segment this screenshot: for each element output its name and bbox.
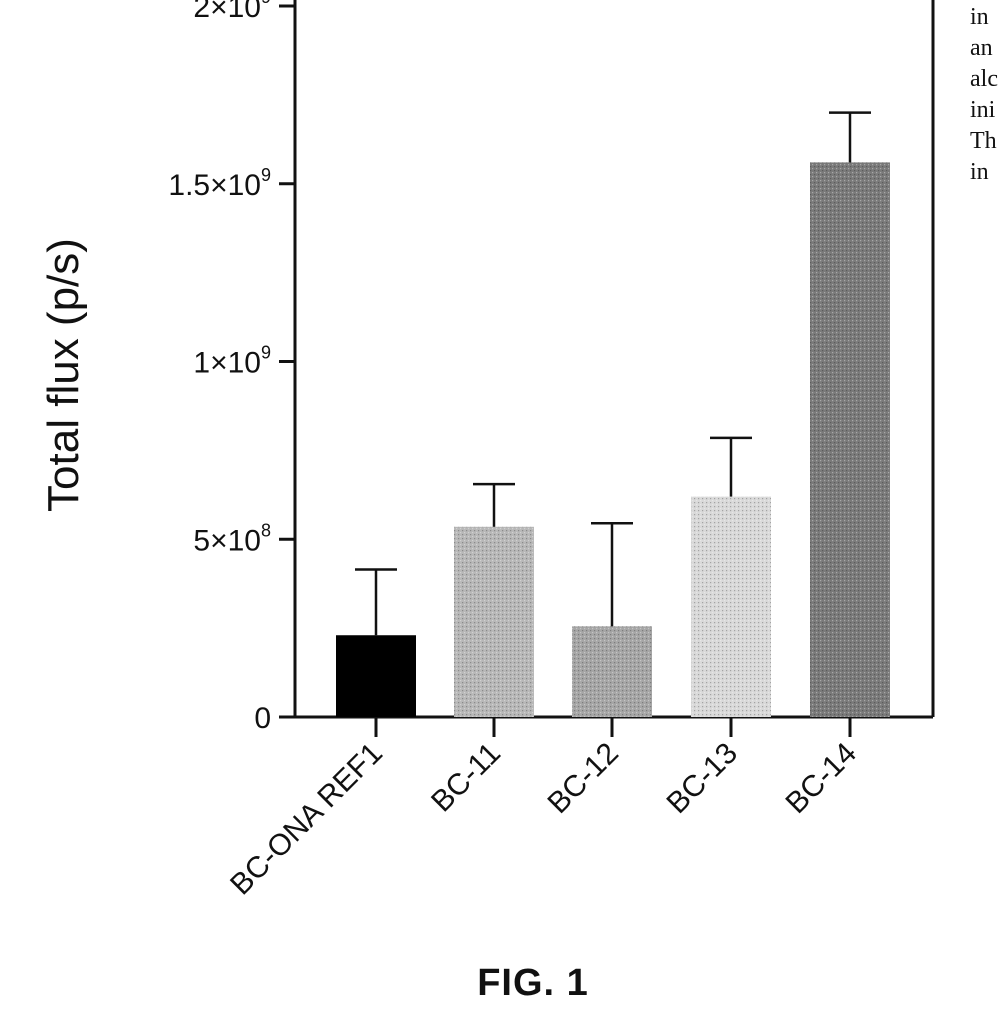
y-tick-label-0: 0 [254,702,271,735]
x-category-label-3: BC-12 [541,737,624,820]
side-text-line: alc [970,66,998,92]
side-text-line: an [970,35,993,61]
x-axis-ticks: BC-ONA REF1 BC-11 BC-12 BC-13 BC-14 [224,717,863,901]
y-tick-exponent-4: 9 [261,0,271,7]
side-text-line: ini [970,97,996,123]
x-category-label-5: BC-14 [779,737,862,820]
bar-texture-4 [691,496,771,717]
side-text-line: Th [970,128,997,154]
figure-caption: FIG. 1 [477,962,589,1004]
y-axis-ticks: 0 5×108 1×109 1.5×109 2×109 [168,0,295,735]
bar-1 [336,635,416,717]
bar-texture-5 [810,162,890,718]
x-category-label-4: BC-13 [660,737,743,820]
y-tick-label-3: 1.5×109 [168,165,271,202]
side-text-fragment: in an alc ini Th in [970,2,1003,188]
y-axis-title: Total flux (p/s) [39,238,88,512]
side-text-line: in [970,159,989,185]
y-tick-exponent-3: 9 [261,165,271,185]
bar-texture-2 [454,526,534,717]
y-tick-label-2: 1×109 [193,343,271,380]
y-tick-label-4: 2×109 [193,0,271,24]
bars-layer [336,162,890,718]
y-tick-label-1: 5×108 [193,520,271,557]
error-bars-layer [355,111,871,636]
y-tick-exponent-2: 9 [261,343,271,363]
side-text-line: in [970,4,989,30]
bar-texture-3 [572,626,652,717]
x-category-label-1: BC-ONA REF1 [224,737,389,902]
x-category-label-2: BC-11 [425,737,507,819]
y-tick-exponent-1: 8 [261,520,271,540]
